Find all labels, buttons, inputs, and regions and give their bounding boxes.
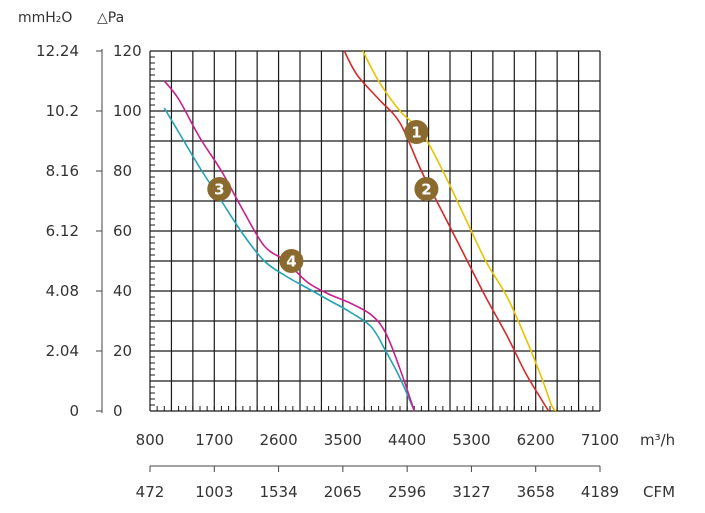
y-tick-label-mmh2o: 6.12 — [46, 222, 79, 240]
y-tick-label-mmh2o: 12.24 — [36, 42, 79, 60]
x2-tick-label-cfm: 2596 — [388, 483, 426, 501]
y-tick-label-pa: 40 — [113, 282, 132, 300]
x2-tick-label-cfm: 1534 — [259, 483, 297, 501]
curve-marker-label: 1 — [411, 124, 421, 142]
y-tick-label-mmh2o: 8.16 — [46, 162, 79, 180]
y-tick-label-pa: 80 — [113, 162, 132, 180]
left-unit-label: mmH₂O — [18, 10, 72, 26]
y-tick-label-mmh2o: 4.08 — [46, 282, 79, 300]
x-tick-label-m3h: 800 — [136, 431, 165, 449]
x-tick-label-m3h: 2600 — [259, 431, 297, 449]
y-tick-label-mmh2o: 0 — [69, 402, 79, 420]
y-tick-label-pa: 20 — [113, 342, 132, 360]
x2-tick-label-cfm: 3658 — [517, 483, 555, 501]
curve-1 — [362, 50, 557, 412]
y-tick-label-mmh2o: 2.04 — [46, 342, 79, 360]
x2-tick-label-cfm: 472 — [136, 483, 165, 501]
curve-marker-4 — [279, 249, 304, 273]
x2-tick-label-cfm: 4189 — [581, 483, 619, 501]
x-tick-label-m3h: 3500 — [324, 431, 362, 449]
y-axes: 0 20 40 60 80 100 120 0 2.04 4.08 6.12 8.16 10.2 12.2… — [36, 42, 142, 420]
x2-tick-label-cfm: 2065 — [324, 483, 362, 501]
x-tick-label-m3h: 5300 — [452, 431, 490, 449]
curves — [163, 50, 557, 412]
curve-marker-3 — [207, 177, 232, 201]
x-tick-label-m3h: 1700 — [195, 431, 233, 449]
y-tick-label-pa: 120 — [113, 42, 142, 60]
curve-marker-1 — [404, 120, 429, 144]
x2-tick-label-cfm: 3127 — [452, 483, 490, 501]
x-tick-label-m3h: 4400 — [388, 431, 426, 449]
grid — [149, 50, 601, 412]
curve-marker-label: 3 — [214, 181, 224, 199]
curve-2 — [343, 50, 550, 412]
right-unit-label: △Pa — [97, 10, 124, 26]
x2-tick-label-cfm: 1003 — [195, 483, 233, 501]
y-tick-label-mmh2o: 10.2 — [46, 102, 79, 120]
y-tick-label-pa: 0 — [113, 402, 123, 420]
x-axes: 800 1700 2600 3500 4400 5300 6200 7100 472 1003 15… — [136, 431, 619, 501]
curve-3 — [163, 107, 416, 412]
y-tick-label-pa: 100 — [113, 102, 142, 120]
curve-4 — [163, 80, 416, 412]
x2-unit-label: CFM — [643, 483, 675, 501]
y-tick-label-pa: 60 — [113, 222, 132, 240]
curve-marker-label: 2 — [421, 181, 431, 199]
curve-marker-label: 4 — [286, 253, 296, 271]
x-unit-label: m³/h — [640, 431, 675, 449]
curve-markers: 1 2 3 4 — [207, 120, 439, 273]
x-tick-label-m3h: 7100 — [581, 431, 619, 449]
x-tick-label-m3h: 6200 — [517, 431, 555, 449]
curve-marker-2 — [414, 177, 439, 201]
